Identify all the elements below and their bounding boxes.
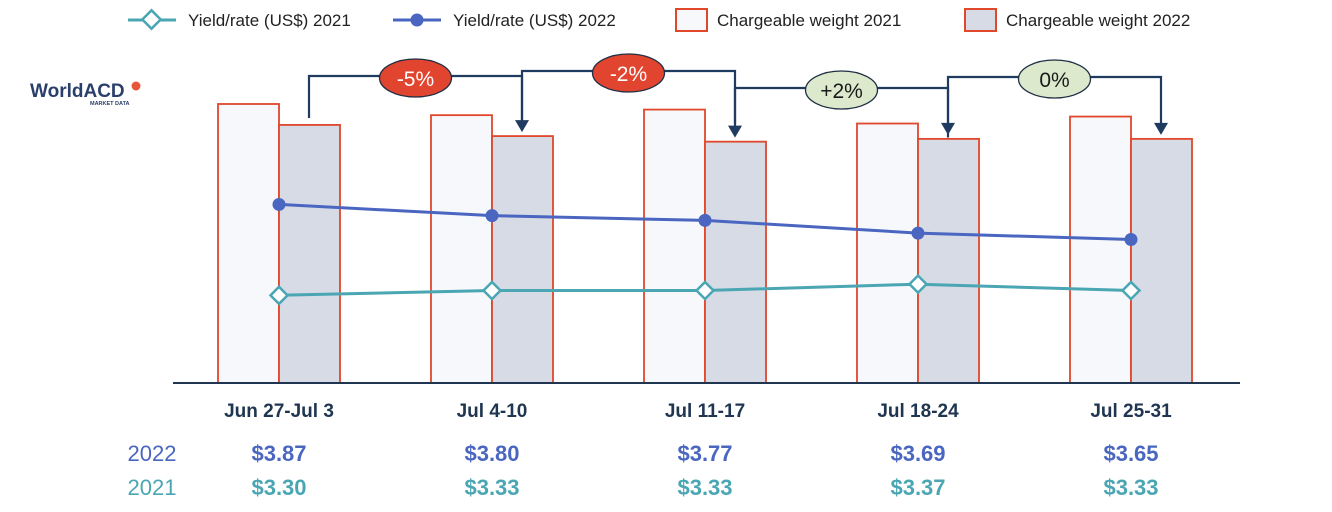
change-badge [591,53,666,93]
legend-item-weight-2021: Chargeable weight 2021 [675,8,901,32]
table-rate-value: $3.37 [890,475,945,500]
bar-weight-2022 [1130,137,1193,384]
change-arrows: -5% -2% +2% 0% [307,53,1168,138]
table-rate-value: $3.87 [251,441,306,466]
point-rate-2022 [911,226,925,240]
lines-layer [268,197,1142,306]
point-rate-2021 [694,280,716,301]
logo-tagline: MARKET DATA [90,101,130,107]
legend: Yield/rate (US$) 2021 Yield/rate (US$) 2… [128,8,1190,32]
logo-globe-icon [131,81,141,91]
legend-box-weight-2022 [964,8,997,32]
legend-item-weight-2022: Chargeable weight 2022 [964,8,1190,32]
change-badge-label: +2% [820,80,863,103]
legend-circle-marker [410,13,424,27]
change-badge-label: -5% [397,68,434,91]
x-tick-label: Jul 4-10 [457,401,528,422]
table-rate-value: $3.33 [1103,475,1158,500]
point-rate-2021 [481,280,503,301]
legend-item-rate-2021: Yield/rate (US$) 2021 [128,8,351,31]
legend-box-weight-2021 [675,8,708,32]
change-badge-label: 0% [1039,69,1069,92]
point-rate-2021 [268,285,290,306]
bar-weight-2021 [430,114,493,384]
table-year-label: 2022 [128,441,177,466]
x-tick-label: Jun 27-Jul 3 [224,401,334,422]
logo-wordmark: WorldACD [30,81,125,102]
bar-weight-2021 [643,108,706,384]
bars-layer [217,103,1193,384]
table-rate-value: $3.65 [1103,441,1158,466]
change-badge [1017,59,1092,99]
legend-label-rate-2021: Yield/rate (US$) 2021 [188,11,351,30]
table-rate-value: $3.33 [464,475,519,500]
arrow-head-icon [1154,122,1168,135]
point-rate-2022 [698,213,712,227]
change-badge-label: -2% [610,63,647,86]
point-rate-2021 [907,273,929,295]
change-badge [804,70,879,110]
bar-weight-2021 [856,122,919,384]
point-rate-2022 [272,197,286,211]
arrow-head-icon [728,125,742,138]
point-rate-2021 [1120,280,1142,301]
bar-weight-2021 [1069,115,1132,384]
bar-weight-2022 [917,137,980,384]
bar-weight-2022 [278,124,341,384]
table-rate-value: $3.33 [677,475,732,500]
bar-weight-2022 [704,140,767,384]
point-rate-2022 [485,209,499,223]
table-rate-value: $3.69 [890,441,945,466]
bar-weight-2021 [217,103,280,384]
legend-diamond-marker [140,8,163,31]
rate-table: 2022 $3.87 $3.80 $3.77 $3.69 $3.65 2021 $3.30 $3… [128,441,1159,500]
x-tick-label: Jul 25-31 [1090,401,1172,422]
x-tick-label: Jul 18-24 [877,401,959,422]
legend-item-rate-2022: Yield/rate (US$) 2022 [393,11,616,30]
x-tick-label: Jul 11-17 [665,401,745,422]
point-rate-2022 [1124,233,1138,247]
x-axis-labels: Jun 27-Jul 3 Jul 4-10 Jul 11-17 Jul 18-24 Ju… [224,401,1172,422]
change-badge [378,58,453,98]
table-year-label: 2021 [128,475,177,500]
legend-label-rate-2022: Yield/rate (US$) 2022 [453,11,616,30]
legend-label-weight-2022: Chargeable weight 2022 [1006,11,1190,30]
legend-label-weight-2021: Chargeable weight 2021 [717,11,901,30]
bar-weight-2022 [491,135,554,384]
table-rate-value: $3.30 [251,475,306,500]
worldacd-logo: WorldACD MARKET DATA [30,81,141,107]
table-rate-value: $3.80 [464,441,519,466]
table-rate-value: $3.77 [677,441,732,466]
